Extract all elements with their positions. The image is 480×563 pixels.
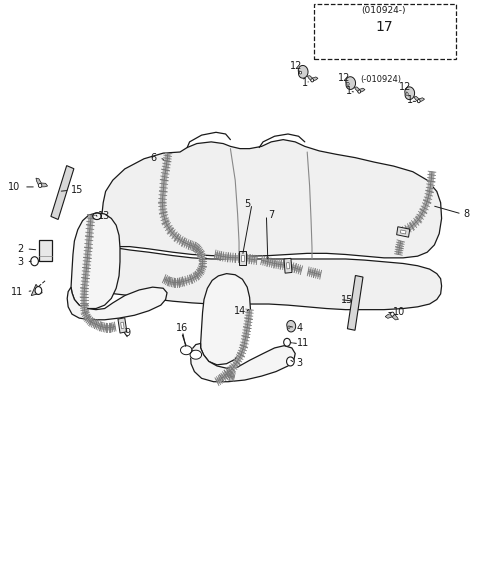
Polygon shape — [287, 320, 296, 332]
Circle shape — [418, 100, 420, 103]
Polygon shape — [284, 258, 292, 273]
Text: 11: 11 — [297, 338, 309, 348]
Text: 5: 5 — [244, 199, 251, 209]
Polygon shape — [39, 240, 52, 261]
Text: 8: 8 — [463, 209, 469, 219]
Text: 1: 1 — [408, 95, 413, 105]
Polygon shape — [385, 312, 393, 318]
Text: (-010924): (-010924) — [360, 75, 401, 84]
Text: 7: 7 — [268, 210, 274, 220]
Circle shape — [391, 312, 394, 316]
Text: 2: 2 — [17, 244, 23, 254]
Polygon shape — [359, 88, 365, 93]
Polygon shape — [67, 287, 167, 320]
Polygon shape — [392, 312, 398, 320]
Polygon shape — [307, 75, 312, 82]
Polygon shape — [287, 262, 289, 269]
Polygon shape — [31, 284, 42, 296]
Polygon shape — [414, 96, 419, 102]
Polygon shape — [405, 87, 415, 100]
Text: 1: 1 — [347, 86, 352, 96]
Circle shape — [300, 72, 301, 74]
Text: 10: 10 — [393, 307, 405, 318]
Circle shape — [284, 338, 290, 346]
Polygon shape — [71, 213, 120, 309]
Polygon shape — [419, 98, 424, 102]
Circle shape — [347, 83, 349, 85]
Polygon shape — [180, 346, 192, 355]
Circle shape — [288, 326, 290, 328]
Circle shape — [287, 357, 294, 366]
Text: 4: 4 — [297, 323, 303, 333]
Polygon shape — [354, 87, 360, 93]
Text: 3: 3 — [17, 257, 23, 267]
Text: 10: 10 — [8, 182, 20, 192]
Polygon shape — [95, 247, 442, 310]
Circle shape — [31, 257, 38, 266]
Polygon shape — [118, 318, 127, 333]
Text: 12: 12 — [399, 82, 412, 92]
Text: 9: 9 — [124, 328, 130, 338]
Polygon shape — [312, 77, 318, 82]
Text: 11: 11 — [11, 287, 23, 297]
Polygon shape — [348, 275, 363, 330]
Polygon shape — [191, 343, 295, 382]
Circle shape — [358, 90, 360, 93]
Polygon shape — [400, 230, 406, 234]
Text: 13: 13 — [98, 211, 111, 221]
Circle shape — [35, 287, 42, 294]
Polygon shape — [96, 140, 442, 258]
Text: 17: 17 — [375, 20, 393, 34]
Polygon shape — [36, 178, 41, 187]
Circle shape — [38, 184, 42, 187]
Polygon shape — [383, 32, 394, 46]
Text: 15: 15 — [341, 294, 353, 305]
Text: 1: 1 — [302, 78, 308, 88]
Circle shape — [311, 79, 313, 82]
Text: 12: 12 — [338, 73, 351, 83]
Polygon shape — [396, 227, 410, 237]
Text: 15: 15 — [71, 185, 84, 195]
Text: 6: 6 — [151, 153, 157, 163]
Polygon shape — [39, 183, 48, 187]
Polygon shape — [346, 77, 356, 90]
Text: 14: 14 — [233, 306, 246, 316]
Circle shape — [384, 38, 386, 42]
Polygon shape — [190, 350, 202, 359]
Text: 3: 3 — [297, 358, 303, 368]
Polygon shape — [51, 166, 74, 220]
FancyBboxPatch shape — [314, 4, 456, 59]
Circle shape — [406, 93, 408, 95]
Text: (010924-): (010924-) — [362, 6, 406, 15]
Polygon shape — [120, 322, 124, 329]
Polygon shape — [298, 65, 308, 78]
Polygon shape — [201, 274, 251, 365]
Text: 16: 16 — [176, 323, 189, 333]
Polygon shape — [239, 251, 246, 265]
Text: 12: 12 — [290, 61, 303, 72]
Polygon shape — [241, 255, 244, 261]
